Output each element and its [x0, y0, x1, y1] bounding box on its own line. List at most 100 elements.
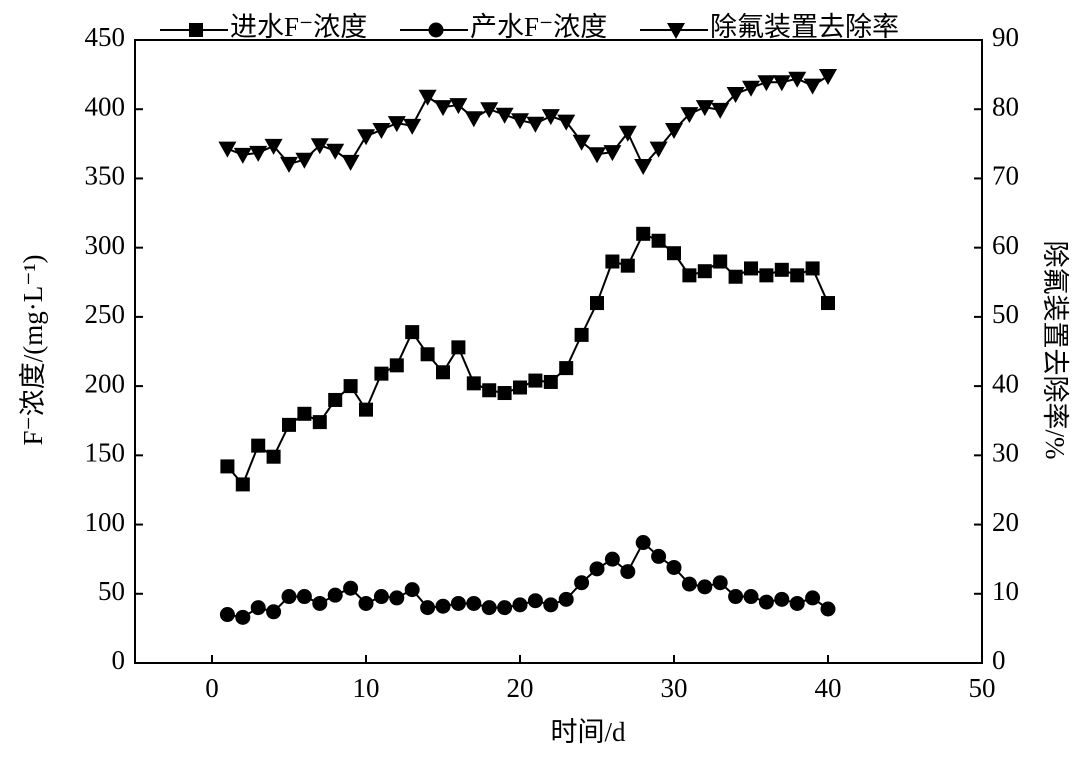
marker: [435, 598, 451, 614]
marker: [527, 593, 543, 609]
marker: [680, 107, 699, 124]
marker: [667, 246, 681, 261]
marker: [666, 559, 682, 575]
marker: [328, 392, 343, 407]
marker: [774, 262, 789, 277]
marker: [711, 102, 730, 119]
marker: [497, 600, 513, 616]
marker: [264, 138, 283, 155]
marker: [420, 347, 435, 362]
y2-tick-label: 40: [992, 368, 1019, 398]
marker: [665, 122, 683, 139]
marker: [620, 258, 635, 273]
marker: [357, 129, 375, 146]
marker: [541, 109, 560, 126]
y-tick-label: 100: [85, 507, 126, 537]
marker: [420, 600, 436, 616]
marker: [418, 89, 437, 106]
marker: [343, 580, 359, 596]
y2-tick-label: 80: [992, 91, 1019, 121]
marker: [312, 415, 327, 430]
marker: [482, 383, 497, 398]
y-tick-label: 450: [85, 22, 126, 52]
marker: [757, 75, 776, 92]
series-line: [226, 232, 829, 487]
marker: [634, 158, 653, 175]
marker: [557, 114, 576, 131]
plot-frame: [134, 39, 983, 664]
marker: [574, 575, 590, 591]
marker: [451, 340, 466, 355]
marker: [543, 597, 559, 613]
marker: [511, 113, 529, 130]
marker: [297, 406, 312, 421]
marker: [651, 548, 667, 564]
y2-tick-label: 10: [992, 576, 1019, 606]
y-tick-label: 50: [98, 576, 125, 606]
marker: [695, 100, 714, 117]
marker: [341, 154, 360, 171]
marker: [327, 587, 343, 603]
marker: [759, 268, 774, 283]
marker: [682, 268, 697, 283]
marker: [372, 122, 391, 139]
marker: [466, 595, 482, 611]
marker: [743, 589, 759, 605]
y-tick-label: 400: [85, 91, 126, 121]
marker: [543, 374, 558, 389]
marker: [713, 254, 728, 269]
marker: [728, 589, 744, 605]
y-tick-label: 200: [85, 368, 126, 398]
marker: [387, 116, 406, 133]
marker: [251, 438, 266, 453]
marker: [218, 141, 237, 158]
marker: [404, 582, 420, 598]
marker: [389, 358, 404, 373]
marker: [343, 379, 358, 394]
marker: [651, 233, 666, 248]
marker: [790, 268, 805, 283]
marker: [604, 551, 620, 567]
marker: [772, 75, 791, 92]
x-tick-label: 50: [969, 673, 996, 703]
marker: [312, 595, 328, 611]
marker: [266, 604, 282, 620]
y2-tick-label: 0: [992, 645, 1006, 675]
y-tick-label: 300: [85, 230, 126, 260]
marker: [250, 600, 266, 616]
marker: [220, 459, 235, 474]
x-axis-label: 时间/d: [550, 717, 626, 747]
marker: [481, 600, 497, 616]
marker: [603, 145, 622, 162]
marker: [358, 595, 374, 611]
marker: [310, 138, 329, 155]
marker: [712, 575, 728, 591]
marker: [235, 609, 251, 625]
y-tick-label: 250: [85, 299, 126, 329]
marker: [635, 535, 651, 551]
marker: [282, 417, 296, 432]
marker: [436, 365, 450, 380]
marker: [697, 264, 712, 279]
marker: [296, 589, 312, 605]
y2-tick-label: 90: [992, 22, 1019, 52]
marker: [434, 100, 452, 117]
legend-marker: [189, 23, 203, 37]
marker: [558, 591, 574, 607]
marker: [572, 134, 591, 151]
legend-label: 产水F⁻浓度: [470, 12, 607, 42]
marker: [528, 373, 543, 388]
y2-tick-label: 20: [992, 507, 1019, 537]
marker: [403, 118, 422, 135]
marker: [590, 296, 604, 311]
series-line: [227, 540, 829, 619]
marker: [821, 296, 835, 311]
marker: [649, 141, 668, 158]
marker: [359, 402, 373, 417]
y2-tick-label: 30: [992, 438, 1019, 468]
marker: [373, 589, 389, 605]
marker: [636, 226, 651, 241]
x-tick-label: 10: [353, 673, 380, 703]
marker: [466, 376, 481, 391]
marker: [803, 78, 822, 95]
